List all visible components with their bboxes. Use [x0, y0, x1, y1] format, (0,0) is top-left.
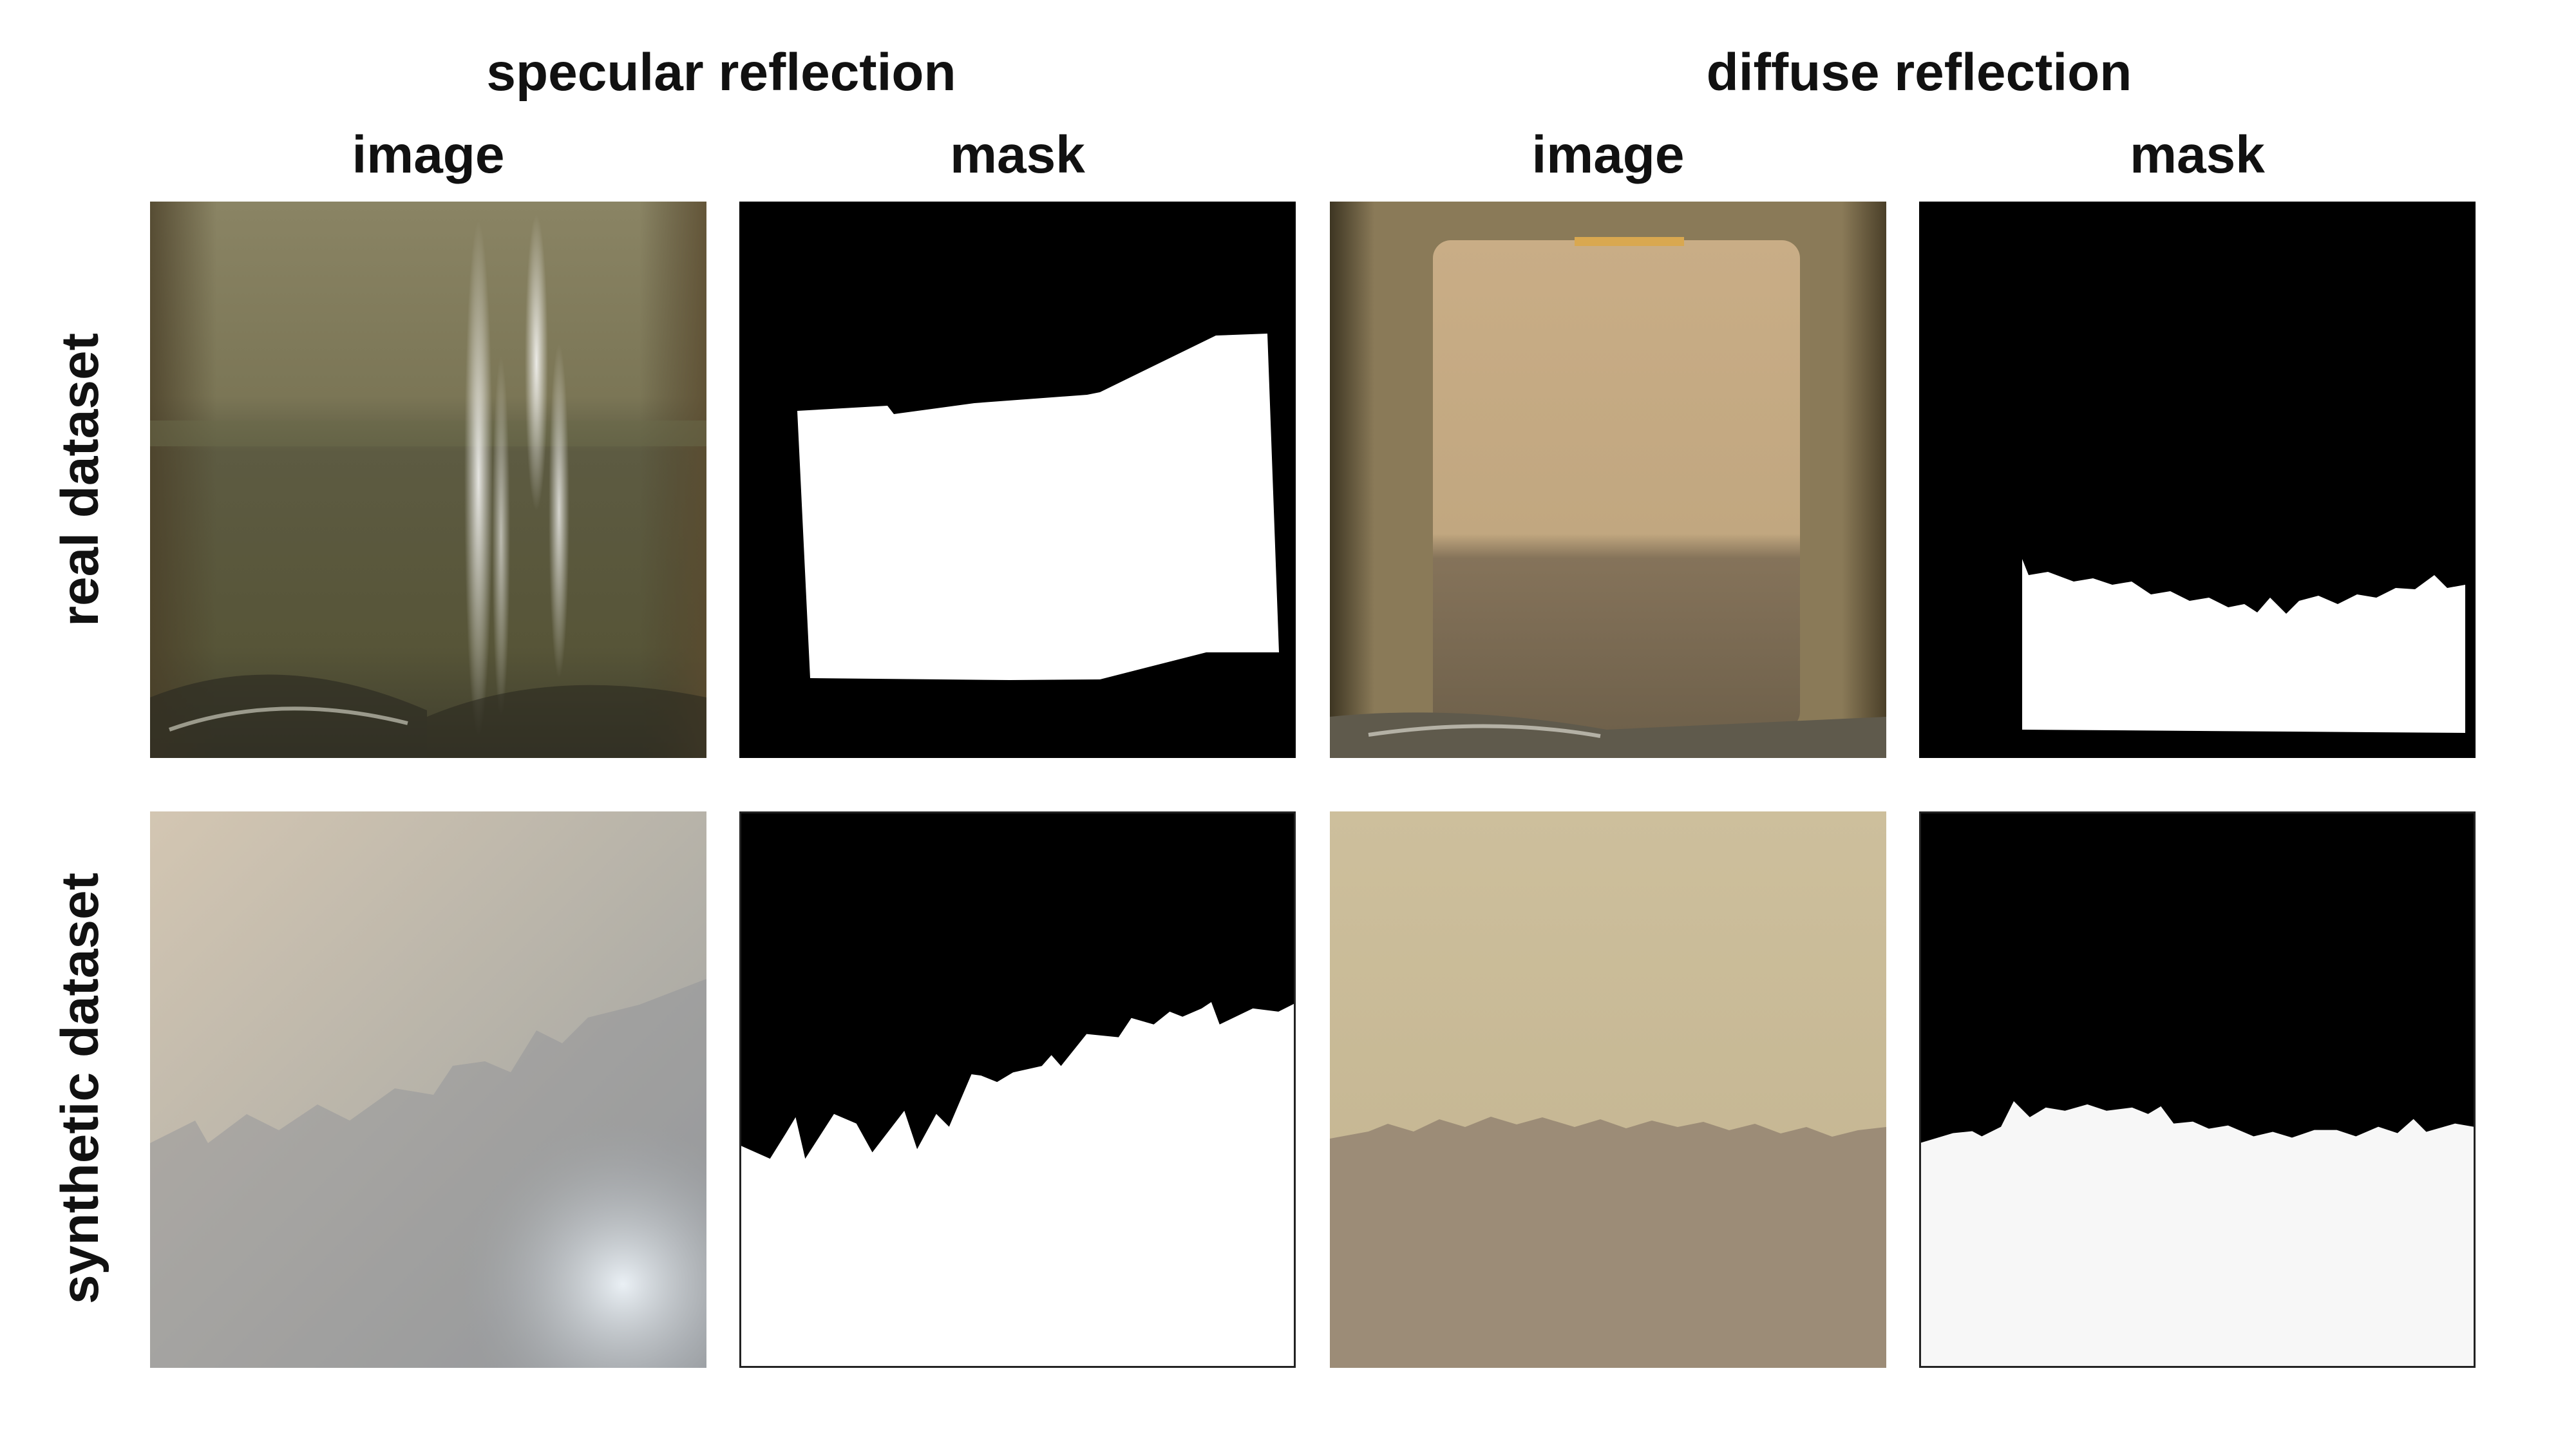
diffuse-reflection-header: diffuse reflection — [1706, 43, 2132, 102]
synthetic-specular-mask — [739, 811, 1296, 1368]
specular-image-column-header: image — [352, 126, 505, 184]
synthetic-diffuse-image — [1330, 811, 1886, 1368]
real-specular-mask — [739, 202, 1296, 758]
specular-reflection-header: specular reflection — [486, 43, 956, 102]
diffuse-image-column-header: image — [1531, 126, 1685, 184]
synthetic-diffuse-mask — [1919, 811, 2476, 1368]
synthetic-specular-image — [150, 811, 706, 1368]
synthetic-dataset-row-label: synthetic dataset — [51, 873, 109, 1304]
real-diffuse-image — [1330, 202, 1886, 758]
real-dataset-row-label: real dataset — [51, 333, 109, 627]
specular-mask-column-header: mask — [950, 126, 1085, 184]
diffuse-mask-column-header: mask — [2130, 126, 2265, 184]
real-diffuse-mask — [1919, 202, 2476, 758]
real-specular-image — [150, 202, 706, 758]
